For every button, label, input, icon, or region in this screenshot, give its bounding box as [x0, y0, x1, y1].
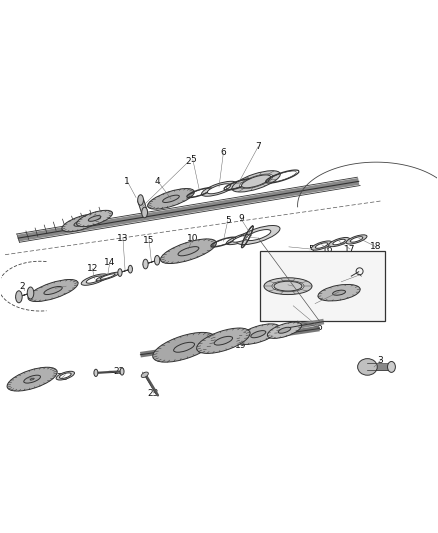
Ellipse shape — [128, 265, 132, 273]
Ellipse shape — [274, 281, 302, 291]
Text: 7: 7 — [255, 142, 261, 151]
Text: 22: 22 — [113, 367, 124, 376]
Text: 14: 14 — [104, 257, 116, 266]
Text: 3: 3 — [378, 356, 383, 365]
Ellipse shape — [28, 279, 78, 302]
Ellipse shape — [120, 368, 124, 375]
Ellipse shape — [214, 336, 233, 345]
Ellipse shape — [239, 174, 273, 189]
Text: 26: 26 — [336, 277, 347, 286]
Ellipse shape — [24, 375, 40, 383]
Ellipse shape — [56, 372, 74, 380]
Text: 17: 17 — [344, 245, 356, 254]
Ellipse shape — [27, 287, 34, 299]
Text: 23: 23 — [148, 389, 159, 398]
Ellipse shape — [88, 216, 101, 221]
Ellipse shape — [77, 211, 113, 227]
Ellipse shape — [44, 286, 62, 295]
Text: 18: 18 — [371, 243, 382, 252]
Ellipse shape — [333, 239, 345, 245]
Ellipse shape — [332, 290, 346, 295]
Text: 10: 10 — [187, 233, 198, 243]
Text: 5: 5 — [190, 155, 196, 164]
Ellipse shape — [328, 238, 350, 247]
Ellipse shape — [350, 237, 363, 242]
Ellipse shape — [81, 274, 108, 285]
Ellipse shape — [357, 359, 377, 375]
Ellipse shape — [162, 195, 179, 203]
Ellipse shape — [155, 255, 160, 265]
Ellipse shape — [197, 328, 250, 353]
Text: 24: 24 — [288, 281, 299, 290]
Polygon shape — [138, 199, 148, 213]
Ellipse shape — [226, 232, 260, 245]
Ellipse shape — [267, 322, 302, 338]
Ellipse shape — [94, 369, 98, 376]
Ellipse shape — [160, 239, 216, 263]
Ellipse shape — [173, 342, 194, 352]
Ellipse shape — [62, 214, 101, 232]
Text: 1: 1 — [124, 177, 130, 186]
Ellipse shape — [237, 324, 280, 344]
Ellipse shape — [96, 272, 119, 281]
Text: 19: 19 — [235, 341, 247, 350]
Text: 13: 13 — [117, 233, 129, 243]
Text: 16: 16 — [322, 245, 334, 254]
Ellipse shape — [16, 291, 22, 303]
Ellipse shape — [278, 327, 291, 333]
Polygon shape — [16, 292, 34, 298]
Text: 2: 2 — [186, 157, 191, 166]
Ellipse shape — [233, 234, 254, 242]
Ellipse shape — [148, 189, 194, 209]
Ellipse shape — [141, 372, 148, 377]
Ellipse shape — [232, 171, 280, 192]
Text: 2: 2 — [20, 281, 25, 290]
Ellipse shape — [142, 207, 148, 218]
Ellipse shape — [153, 333, 215, 362]
Ellipse shape — [315, 243, 328, 248]
Ellipse shape — [251, 330, 266, 338]
Ellipse shape — [272, 280, 304, 292]
Ellipse shape — [7, 367, 57, 391]
Ellipse shape — [201, 181, 237, 196]
Ellipse shape — [74, 220, 89, 226]
Text: 5: 5 — [225, 216, 231, 225]
Text: 12: 12 — [87, 264, 98, 273]
Bar — [261, 251, 385, 321]
Text: 8: 8 — [255, 233, 261, 243]
Ellipse shape — [178, 247, 199, 256]
Polygon shape — [94, 371, 124, 374]
Text: 9: 9 — [238, 214, 244, 223]
Ellipse shape — [100, 274, 115, 279]
Text: 20: 20 — [21, 373, 32, 382]
Ellipse shape — [246, 230, 271, 240]
Text: 6: 6 — [317, 323, 322, 332]
Ellipse shape — [237, 225, 280, 245]
Ellipse shape — [311, 241, 332, 250]
Ellipse shape — [60, 373, 71, 378]
Ellipse shape — [138, 195, 144, 205]
Ellipse shape — [30, 378, 34, 380]
Text: 4: 4 — [155, 177, 161, 186]
Ellipse shape — [388, 361, 396, 373]
Ellipse shape — [143, 259, 148, 269]
Ellipse shape — [318, 285, 360, 301]
Text: 11: 11 — [60, 281, 72, 290]
Text: 15: 15 — [143, 236, 155, 245]
Ellipse shape — [241, 175, 271, 188]
Ellipse shape — [86, 276, 103, 283]
Ellipse shape — [207, 184, 231, 194]
Ellipse shape — [346, 235, 367, 244]
Ellipse shape — [118, 269, 122, 277]
Text: 25: 25 — [309, 299, 321, 308]
Text: 5: 5 — [308, 245, 314, 254]
Polygon shape — [143, 260, 160, 265]
Text: 6: 6 — [220, 149, 226, 157]
Polygon shape — [118, 269, 132, 273]
Text: 21: 21 — [56, 373, 67, 382]
Ellipse shape — [264, 278, 312, 295]
